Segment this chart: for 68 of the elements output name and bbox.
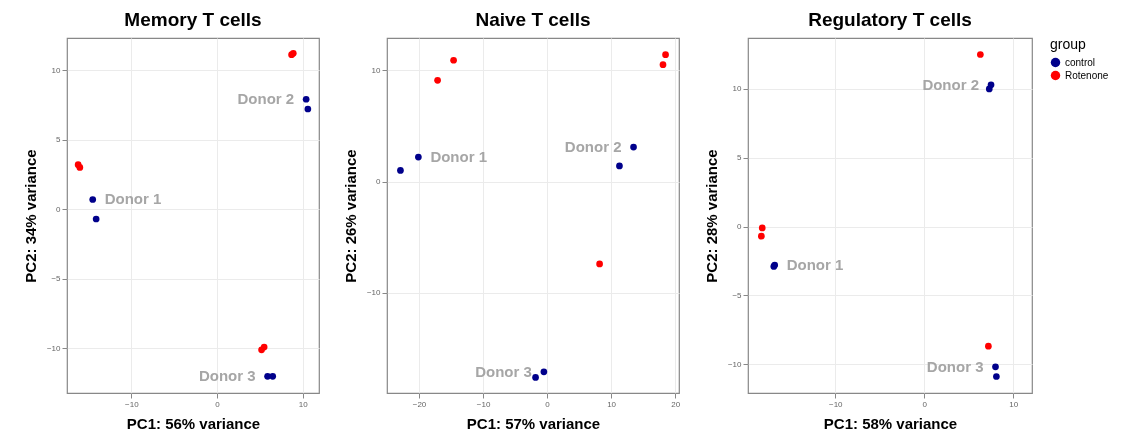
point [630, 143, 637, 151]
y-tick-label: 10 [371, 65, 382, 75]
y-tick-label: 0 [376, 177, 382, 187]
x-tick-label: −10 [828, 399, 844, 409]
annotation: Donor 2 [237, 90, 295, 108]
y-tick-label: −10 [46, 343, 62, 353]
point [985, 342, 992, 350]
annotation: Donor 3 [926, 357, 984, 375]
y-tick-label: 10 [51, 65, 62, 75]
point [304, 105, 312, 113]
y-tick-label: 0 [737, 222, 743, 232]
legend-label: control [1065, 56, 1096, 68]
annotation: Donor 1 [430, 148, 488, 166]
point [540, 368, 548, 376]
annotation: Donor 2 [922, 75, 980, 93]
annotation: Donor 3 [475, 362, 532, 380]
chart-title: Memory T cells [124, 9, 262, 30]
point [659, 61, 667, 69]
legend-title: group [1050, 36, 1087, 52]
x-tick-label: −10 [476, 399, 491, 409]
y-tick-label: −5 [51, 274, 62, 284]
y-axis-title: PC2: 26% variance [341, 149, 359, 283]
x-tick-label: −10 [125, 399, 140, 409]
x-tick-label: 10 [298, 399, 309, 409]
point [992, 363, 999, 371]
point [662, 51, 669, 59]
point [269, 372, 277, 380]
y-tick-label: −10 [366, 288, 382, 298]
y-axis-title: PC2: 28% variance [702, 149, 720, 283]
point [302, 95, 310, 103]
x-axis-title: PC1: 57% variance [466, 414, 601, 432]
annotation: Donor 1 [104, 190, 162, 208]
x-tick-label: −20 [412, 399, 427, 409]
y-tick-label: 0 [56, 204, 62, 214]
point [758, 232, 765, 240]
y-tick-label: −10 [727, 359, 743, 369]
point [415, 153, 422, 161]
point [92, 215, 100, 223]
point [977, 51, 984, 58]
chart-title: Regulatory T cells [808, 9, 972, 30]
y-tick-label: −5 [732, 290, 743, 300]
legend-label: Rotenone [1065, 69, 1109, 81]
chart-title: Naive T cells [475, 9, 591, 30]
x-tick-label: 20 [671, 399, 681, 409]
point [450, 56, 457, 64]
annotation: Donor 3 [198, 367, 256, 385]
point [532, 374, 539, 381]
x-tick-label: 0 [215, 399, 221, 409]
point [596, 260, 603, 268]
annotation: Donor 1 [786, 256, 844, 274]
x-axis-title: PC1: 58% variance [823, 414, 958, 432]
point [616, 162, 623, 170]
point [758, 224, 766, 232]
y-tick-label: 5 [56, 135, 62, 145]
x-tick-label: 0 [545, 399, 551, 409]
y-axis-title: PC2: 34% variance [21, 149, 39, 283]
point [89, 196, 97, 203]
point [985, 85, 993, 93]
x-axis-title: PC1: 56% variance [126, 414, 261, 432]
point [397, 167, 404, 174]
y-tick-label: 5 [737, 153, 743, 163]
annotation: Donor 2 [564, 138, 622, 156]
point [993, 373, 1000, 380]
y-tick-label: 10 [732, 84, 743, 94]
point [434, 76, 441, 84]
x-tick-label: 10 [1009, 399, 1019, 409]
x-tick-label: 0 [922, 399, 928, 409]
x-tick-label: 10 [607, 399, 617, 409]
